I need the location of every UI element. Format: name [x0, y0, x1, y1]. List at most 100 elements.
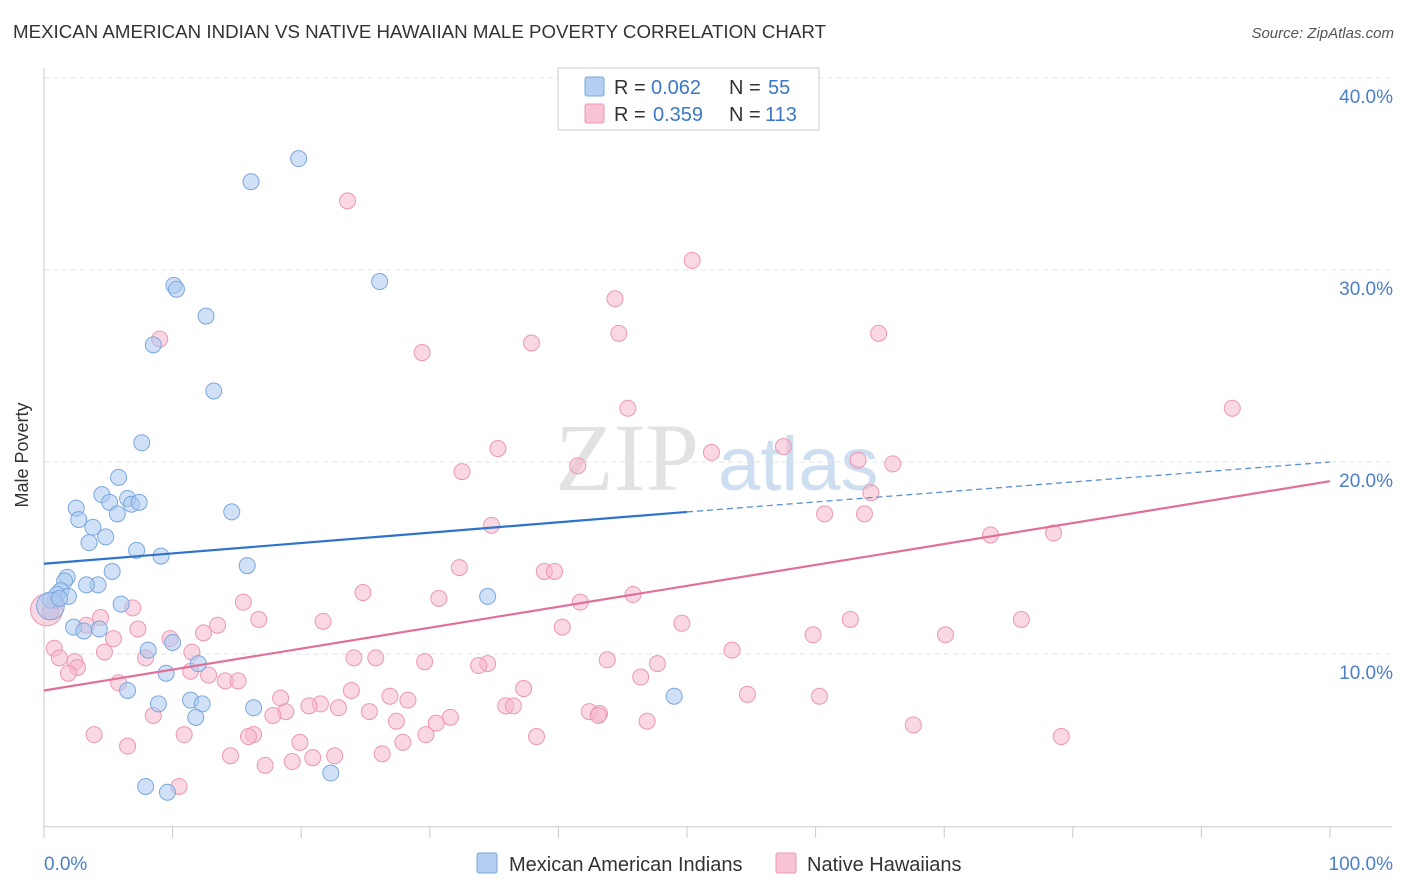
point-blue-3	[167, 280, 185, 298]
point-pink-12	[702, 443, 720, 461]
legend-r-label-pink: R =	[614, 104, 646, 126]
y-tick-label-10: 10.0%	[1339, 663, 1393, 684]
y-tick-label-30: 30.0%	[1339, 279, 1393, 300]
x-tick-label-0: 0.0%	[44, 854, 87, 875]
legend-swatch-blue	[584, 76, 605, 97]
point-pink-96	[417, 726, 435, 744]
point-pink-15	[569, 457, 587, 475]
point-pink-95	[175, 726, 193, 744]
point-pink-18	[816, 505, 834, 523]
point-blue-45	[665, 687, 683, 705]
point-pink-33	[841, 610, 859, 628]
point-pink-100	[1052, 728, 1070, 746]
point-blue-53	[158, 783, 176, 801]
point-pink-71	[342, 681, 360, 699]
point-pink-83	[360, 703, 378, 721]
x-ticks	[43, 826, 1331, 838]
point-blue-24	[238, 557, 256, 575]
point-blue-21	[80, 534, 98, 552]
point-pink-4	[870, 324, 888, 342]
chart-title: MEXICAN AMERICAN INDIAN VS NATIVE HAWAII…	[13, 22, 826, 42]
point-blue-54	[50, 589, 68, 607]
point-pink-35	[1012, 610, 1030, 628]
point-pink-105	[304, 749, 322, 767]
point-pink-107	[221, 747, 239, 765]
point-pink-43	[194, 624, 212, 642]
data-points	[30, 150, 1241, 801]
point-pink-101	[394, 733, 412, 751]
point-pink-55	[345, 649, 363, 667]
point-pink-87	[264, 706, 282, 724]
point-pink-61	[470, 657, 488, 675]
point-pink-36	[250, 610, 268, 628]
trend-line-blue	[43, 510, 688, 565]
point-pink-7	[413, 344, 431, 362]
point-pink-9	[619, 399, 637, 417]
point-blue-16	[108, 505, 126, 523]
legend-r-label-blue: R =	[614, 77, 646, 99]
point-blue-51	[322, 764, 340, 782]
point-pink-26	[354, 584, 372, 602]
point-blue-46	[149, 695, 167, 713]
point-pink-20	[483, 516, 501, 534]
legend-r-value-blue: 0.062	[651, 77, 701, 99]
point-pink-99	[528, 728, 546, 746]
point-pink-109	[283, 753, 301, 771]
point-pink-38	[673, 614, 691, 632]
point-blue-35	[112, 595, 130, 613]
point-blue-50	[187, 708, 205, 726]
legend-r-value-pink: 0.359	[653, 104, 703, 126]
point-pink-63	[59, 664, 77, 682]
point-pink-2	[606, 290, 624, 308]
point-pink-41	[553, 618, 571, 636]
point-blue-49	[245, 699, 263, 717]
point-pink-42	[129, 620, 147, 638]
point-blue-29	[77, 576, 95, 594]
legend-n-label-blue: N =	[729, 77, 761, 99]
legend-n-value-pink: 113	[765, 104, 797, 126]
point-pink-45	[936, 626, 954, 644]
legend-bottom: Mexican American Indians Native Hawaiian…	[476, 852, 962, 876]
point-pink-73	[810, 687, 828, 705]
point-pink-102	[291, 733, 309, 751]
point-pink-79	[504, 697, 522, 715]
point-blue-5	[197, 307, 215, 325]
point-pink-91	[638, 712, 656, 730]
point-pink-19	[855, 505, 873, 523]
y-tick-labels: 40.0% 30.0% 20.0% 10.0%	[1339, 87, 1393, 684]
point-pink-22	[1045, 524, 1063, 542]
point-blue-22	[128, 541, 146, 559]
point-pink-11	[489, 440, 507, 458]
point-blue-41	[139, 641, 157, 659]
point-pink-81	[329, 699, 347, 717]
point-pink-80	[300, 697, 318, 715]
point-blue-7	[205, 382, 223, 400]
point-blue-34	[479, 587, 497, 605]
point-pink-58	[416, 653, 434, 671]
point-pink-17	[862, 484, 880, 502]
point-blue-44	[119, 681, 137, 699]
point-blue-8	[133, 434, 151, 452]
point-pink-72	[738, 685, 756, 703]
point-blue-25	[103, 562, 121, 580]
point-pink-50	[723, 641, 741, 659]
point-pink-70	[515, 680, 533, 698]
point-pink-0	[338, 192, 356, 210]
legend-bottom-label-pink: Native Hawaiians	[807, 854, 962, 876]
legend-bottom-swatch-pink	[775, 852, 797, 874]
legend-n-value-blue: 55	[768, 77, 790, 99]
point-pink-25	[546, 562, 564, 580]
point-pink-6	[522, 334, 540, 352]
point-pink-49	[95, 643, 113, 661]
legend-bottom-swatch-blue	[476, 852, 498, 874]
point-blue-4	[371, 273, 389, 291]
point-blue-23	[152, 547, 170, 565]
point-pink-98	[239, 728, 257, 746]
point-pink-37	[314, 612, 332, 630]
point-pink-16	[453, 463, 471, 481]
point-pink-86	[589, 706, 607, 724]
point-blue-38	[75, 622, 93, 640]
point-blue-40	[164, 633, 182, 651]
